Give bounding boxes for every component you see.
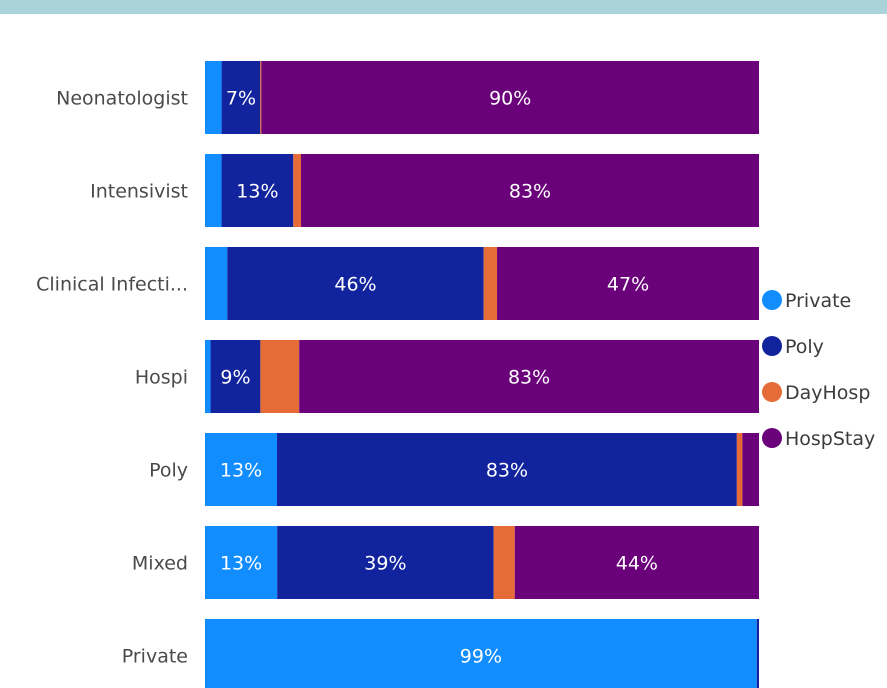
bar-hospstay-mixed[interactable] <box>514 526 759 599</box>
legend-label-dayhosp: DayHosp <box>785 382 870 404</box>
bar-hospstay-hospi[interactable] <box>299 340 759 413</box>
data-label-hospstay-neonatologist: 90% <box>489 88 531 110</box>
category-label-clinical-infecti: Clinical Infecti... <box>36 274 188 296</box>
legend-label-poly: Poly <box>785 336 824 358</box>
data-label-poly-poly: 83% <box>486 460 528 482</box>
category-label-intensivist: Intensivist <box>90 181 188 203</box>
data-label-hospstay-clinical-infecti: 47% <box>607 274 649 296</box>
bar-poly-intensivist[interactable] <box>221 154 294 227</box>
data-label-poly-intensivist: 13% <box>236 181 278 203</box>
top-strip <box>0 0 887 14</box>
data-label-hospstay-mixed: 44% <box>616 553 658 575</box>
data-label-hospstay-hospi: 83% <box>508 367 550 389</box>
data-label-poly-mixed: 39% <box>364 553 406 575</box>
legend-label-private: Private <box>785 290 851 312</box>
category-label-poly: Poly <box>149 460 188 482</box>
bar-private-clinical-infecti[interactable] <box>205 247 228 320</box>
bar-dayhosp-mixed[interactable] <box>493 526 515 599</box>
legend-label-hospstay: HospStay <box>785 428 875 450</box>
bar-private-hospi[interactable] <box>205 340 211 413</box>
bar-dayhosp-clinical-infecti[interactable] <box>483 247 498 320</box>
data-label-poly-clinical-infecti: 46% <box>334 274 376 296</box>
bar-hospstay-neonatologist[interactable] <box>261 61 759 134</box>
data-label-poly-neonatologist: 7% <box>226 88 256 110</box>
category-label-hospi: Hospi <box>135 367 188 389</box>
legend-item-dayhosp[interactable]: DayHosp <box>762 382 870 404</box>
legend-marker-private <box>762 290 782 310</box>
category-label-mixed: Mixed <box>132 553 188 575</box>
category-label-neonatologist: Neonatologist <box>56 88 188 110</box>
bar-private-poly[interactable] <box>205 433 278 506</box>
data-label-private-private: 99% <box>460 646 502 668</box>
bar-hospstay-clinical-infecti[interactable] <box>497 247 759 320</box>
legend-item-hospstay[interactable]: HospStay <box>762 428 875 450</box>
legend-marker-poly <box>762 336 782 356</box>
legend-marker-hospstay <box>762 428 782 448</box>
bar-private-intensivist[interactable] <box>205 154 222 227</box>
bar-poly-hospi[interactable] <box>210 340 261 413</box>
bar-hospstay-poly[interactable] <box>742 433 759 506</box>
bar-dayhosp-intensivist[interactable] <box>293 154 302 227</box>
bar-private-mixed[interactable] <box>205 526 278 599</box>
bar-private-neonatologist[interactable] <box>205 61 222 134</box>
bar-hospstay-intensivist[interactable] <box>301 154 759 227</box>
legend-marker-dayhosp <box>762 382 782 402</box>
bar-dayhosp-poly[interactable] <box>736 433 743 506</box>
bar-dayhosp-neonatologist[interactable] <box>260 61 262 134</box>
category-label-private: Private <box>122 646 188 668</box>
data-label-private-mixed: 13% <box>220 553 262 575</box>
data-label-hospstay-intensivist: 83% <box>509 181 551 203</box>
bar-poly-clinical-infecti[interactable] <box>227 247 484 320</box>
bar-poly-private[interactable] <box>756 619 759 688</box>
legend-item-private[interactable]: Private <box>762 290 851 312</box>
bar-private-private[interactable] <box>205 619 757 688</box>
bar-poly-poly[interactable] <box>277 433 737 506</box>
data-label-poly-hospi: 9% <box>220 367 250 389</box>
bar-poly-mixed[interactable] <box>277 526 494 599</box>
data-label-private-poly: 13% <box>220 460 262 482</box>
bar-poly-neonatologist[interactable] <box>221 61 261 134</box>
bar-dayhosp-hospi[interactable] <box>260 340 300 413</box>
legend-item-poly[interactable]: Poly <box>762 336 824 358</box>
